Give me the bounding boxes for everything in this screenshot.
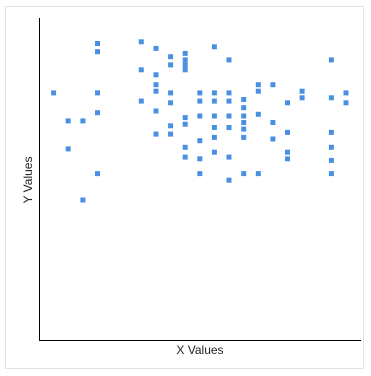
scatter-point	[197, 90, 203, 96]
scatter-point	[328, 95, 334, 101]
scatter-point	[95, 49, 100, 55]
scatter-point	[95, 110, 100, 116]
scatter-point	[343, 100, 349, 106]
scatter-point	[255, 171, 261, 177]
scatter-point	[95, 41, 100, 46]
scatter-point	[241, 120, 247, 125]
scatter-point	[270, 136, 276, 142]
scatter-point	[226, 125, 232, 130]
scatter-point	[182, 67, 188, 73]
scatter-point	[51, 90, 57, 96]
scatter-point	[168, 54, 174, 60]
scatter-point	[255, 82, 261, 88]
scatter-point	[211, 44, 217, 50]
scatter-point	[328, 171, 334, 177]
scatter-point	[226, 90, 232, 96]
scatter-point	[285, 129, 290, 135]
scatter-point	[226, 98, 232, 104]
scatter-point	[95, 90, 100, 96]
scatter-point	[211, 125, 217, 130]
scatter-point	[65, 146, 71, 152]
scatter-point	[226, 177, 232, 183]
scatter-point	[168, 100, 174, 106]
scatter-point	[153, 88, 159, 94]
scatter-point	[299, 88, 305, 94]
scatter-point	[226, 57, 232, 63]
scatter-point	[197, 98, 203, 104]
scatter-point	[328, 129, 334, 135]
scatter-point	[197, 113, 203, 119]
scatter-point	[95, 171, 100, 177]
y-axis-label: Y Values	[21, 157, 35, 204]
scatter-point	[343, 90, 349, 96]
scatter-point	[226, 113, 232, 119]
scatter-point	[182, 50, 188, 56]
scatter-point	[138, 98, 144, 104]
scatter-point	[241, 134, 247, 140]
scatter-point	[182, 62, 188, 68]
scatter-point	[328, 157, 334, 163]
scatter-point	[241, 126, 247, 132]
scatter-point	[226, 154, 232, 160]
scatter-point	[211, 90, 217, 96]
scatter-point	[328, 57, 334, 63]
scatter-point	[197, 138, 203, 144]
scatter-point	[211, 113, 217, 119]
scatter-point	[241, 97, 247, 102]
scatter-point	[182, 154, 188, 160]
scatter-point	[153, 72, 159, 78]
scatter-point	[182, 57, 188, 63]
scatter-point	[285, 149, 290, 155]
scatter-point	[182, 121, 188, 127]
scatter-point	[168, 131, 174, 137]
scatter-point	[168, 90, 174, 96]
scatter-point	[285, 100, 290, 106]
scatter-point	[153, 45, 159, 51]
scatter-point	[182, 115, 188, 121]
scatter-point	[270, 82, 276, 88]
scatter-point	[211, 98, 217, 104]
x-axis-label: X Values	[176, 343, 223, 357]
scatter-point	[138, 39, 144, 45]
scatter-point	[168, 123, 174, 129]
scatter-point	[80, 197, 86, 203]
scatter-point	[197, 156, 203, 162]
scatter-point	[197, 171, 203, 177]
scatter-point	[182, 144, 188, 150]
scatter-point	[241, 105, 247, 111]
scatter-points	[51, 39, 349, 203]
scatter-point	[241, 113, 247, 119]
scatter-point	[270, 120, 276, 125]
scatter-point	[65, 118, 71, 124]
scatter-point	[255, 88, 261, 94]
scatter-point	[299, 95, 305, 101]
scatter-point	[168, 62, 174, 68]
scatter-point	[138, 67, 144, 73]
scatter-point	[153, 131, 159, 137]
scatter-point	[211, 134, 217, 140]
scatter-point	[328, 144, 334, 150]
scatter-point	[80, 118, 86, 124]
scatter-point	[153, 108, 159, 114]
scatter-point	[285, 156, 290, 162]
scatter-point	[241, 171, 247, 177]
scatter-point	[255, 111, 261, 117]
scatter-point	[153, 82, 159, 88]
scatter-point	[211, 149, 217, 155]
